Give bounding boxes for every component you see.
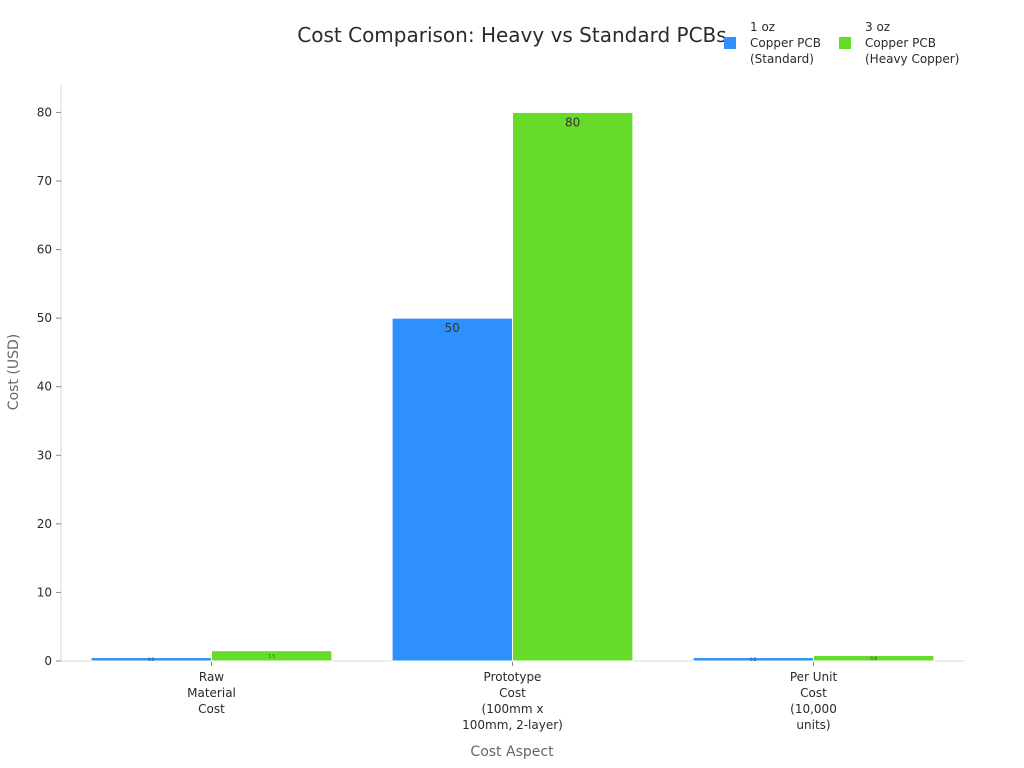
bar-1-0	[211, 650, 333, 662]
legend-label-line: 3 oz	[865, 20, 890, 34]
legend-label-line: Copper PCB	[865, 36, 936, 50]
bar-0-1	[391, 317, 514, 662]
chart-title: Cost Comparison: Heavy vs Standard PCBs	[297, 23, 726, 47]
x-tick-label-line: Prototype	[484, 670, 542, 684]
y-tick-label: 50	[37, 311, 52, 325]
x-tick-label-line: Cost	[800, 686, 827, 700]
legend: 1 oz Copper PCB (Standard) 3 oz Copper PCB (H…	[724, 20, 959, 66]
x-tick-label-line: units)	[796, 718, 830, 732]
x-tick-label: Prototype Cost (100mm x 100mm, 2-layer)	[462, 670, 563, 732]
x-tick-label-line: Cost	[499, 686, 526, 700]
legend-label-line: (Heavy Copper)	[865, 52, 959, 66]
y-tick-label: 60	[37, 243, 52, 257]
x-tick-label: Per Unit Cost (10,000 units)	[790, 670, 838, 732]
bar-value-label: 80	[565, 115, 580, 129]
bar-1-1	[512, 111, 634, 662]
x-tick-label-line: Material	[187, 686, 236, 700]
y-tick-label: 70	[37, 174, 52, 188]
x-tick-label-line: Cost	[198, 702, 225, 716]
y-tick-label: 10	[37, 585, 52, 599]
x-tick-label-line: (10,000	[790, 702, 837, 716]
x-tick-label-line: (100mm x	[482, 702, 544, 716]
legend-label-line: (Standard)	[750, 52, 814, 66]
x-tick-label-line: 100mm, 2-layer)	[462, 718, 563, 732]
bars: 0.5 1.5 50 80 0.5 0.8	[90, 111, 935, 662]
x-tick-label-line: Raw	[199, 670, 224, 684]
y-tick-label: 40	[37, 380, 52, 394]
y-tick-label: 80	[37, 105, 52, 119]
y-tick-label: 30	[37, 448, 52, 462]
x-tick-label-line: Per Unit	[790, 670, 838, 684]
legend-label-0: 1 oz Copper PCB (Standard)	[750, 20, 821, 66]
bar-value-label: 0.5	[148, 657, 155, 662]
x-tick-label: Raw Material Cost	[187, 670, 236, 716]
bar-value-label: 50	[445, 321, 460, 335]
bar-value-label: 0.8	[871, 656, 878, 661]
legend-swatch-0	[724, 37, 736, 49]
legend-label-line: 1 oz	[750, 20, 775, 34]
x-axis-title: Cost Aspect	[470, 744, 554, 760]
bar-1-2	[813, 655, 935, 662]
legend-swatch-1	[839, 37, 851, 49]
y-axis-title: Cost (USD)	[6, 334, 22, 410]
bar-value-label: 1.5	[269, 653, 276, 658]
legend-label-1: 3 oz Copper PCB (Heavy Copper)	[865, 20, 959, 66]
y-tick-label: 20	[37, 517, 52, 531]
legend-label-line: Copper PCB	[750, 36, 821, 50]
bar-value-label: 0.5	[750, 657, 757, 662]
y-tick-label: 0	[44, 654, 52, 668]
y-axis: 0 10 20 30 40 50 60 70 80	[37, 85, 62, 668]
x-axis: Raw Material Cost Prototype Cost (100mm x 100m…	[61, 660, 964, 732]
